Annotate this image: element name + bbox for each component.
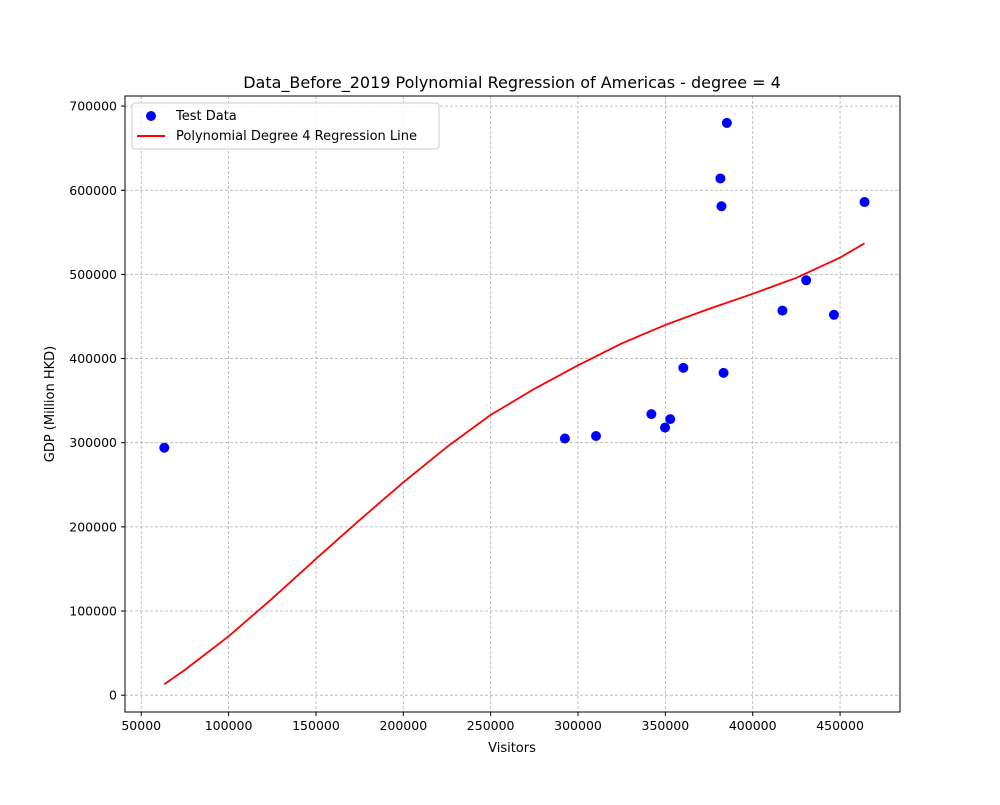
- data-point: [646, 409, 657, 420]
- legend-box: [131, 102, 440, 150]
- scatter-layer: [159, 117, 870, 453]
- x-axis: 50000 100000 150000 200000 250000 300000 35000…: [121, 712, 864, 733]
- y-tick-label: 400000: [69, 351, 117, 366]
- y-axis-label: GDP (Million HKD): [43, 346, 58, 463]
- y-tick-label: 100000: [69, 604, 117, 619]
- x-tick-label: 150000: [292, 718, 340, 733]
- data-point: [715, 173, 726, 184]
- x-tick-label: 450000: [816, 718, 864, 733]
- y-tick-label: 0: [109, 688, 117, 703]
- data-point: [828, 309, 839, 320]
- data-point: [159, 442, 170, 453]
- data-point: [665, 414, 676, 425]
- data-point: [591, 430, 602, 441]
- data-point: [801, 275, 812, 286]
- y-tick-label: 600000: [69, 183, 117, 198]
- x-tick-label: 250000: [467, 718, 515, 733]
- x-tick-label: 350000: [642, 718, 690, 733]
- data-point: [718, 367, 729, 378]
- x-tick-label: 400000: [729, 718, 777, 733]
- y-tick-label: 300000: [69, 435, 117, 450]
- x-tick-label: 300000: [554, 718, 602, 733]
- data-point: [777, 305, 788, 316]
- legend: Test Data Polynomial Degree 4 Regression…: [131, 102, 440, 150]
- x-tick-label: 100000: [205, 718, 253, 733]
- data-point: [859, 197, 870, 208]
- data-point: [716, 201, 727, 212]
- legend-marker-test-data: [146, 111, 156, 121]
- data-point: [678, 362, 689, 373]
- legend-label-test-data: Test Data: [175, 109, 237, 124]
- y-tick-label: 500000: [69, 267, 117, 282]
- y-tick-label: 200000: [69, 519, 117, 534]
- y-axis: 0 100000 200000 300000 400000 500000 600000 700…: [69, 99, 125, 703]
- plot-frame: [124, 95, 901, 713]
- regression-line-layer: [163, 242, 865, 685]
- x-tick-label: 200000: [379, 718, 427, 733]
- y-tick-label: 700000: [69, 99, 117, 114]
- chart-title: Data_Before_2019 Polynomial Regression o…: [243, 73, 781, 93]
- legend-label-regression-line: Polynomial Degree 4 Regression Line: [176, 129, 417, 144]
- data-point: [660, 422, 671, 433]
- data-point: [559, 433, 570, 444]
- data-point: [721, 117, 732, 128]
- x-axis-label: Visitors: [488, 741, 536, 756]
- grid: [125, 96, 900, 712]
- regression-line: [163, 242, 865, 685]
- x-tick-label: 50000: [121, 718, 161, 733]
